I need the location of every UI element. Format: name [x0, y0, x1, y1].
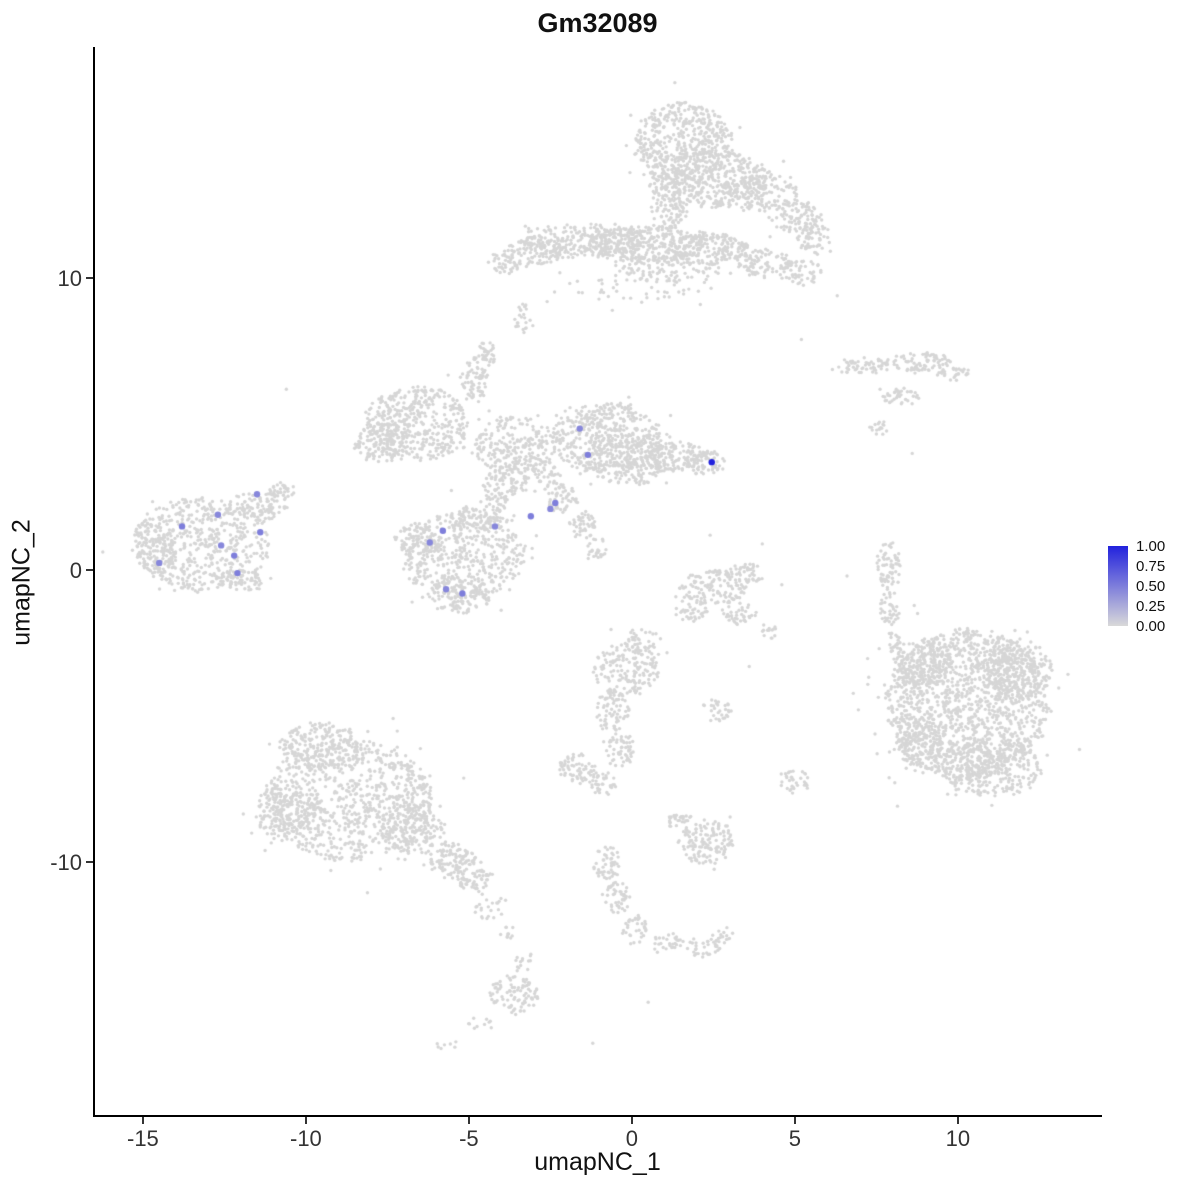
y-tick-mark: [86, 277, 93, 280]
legend-label: 1.00: [1136, 538, 1166, 555]
x-tick-mark: [304, 1117, 307, 1124]
y-tick-label: 0: [69, 558, 82, 584]
x-axis-line: [93, 1115, 1102, 1117]
x-tick-mark: [630, 1117, 633, 1124]
expression-legend: 1.00 0.75 0.50 0.25 0.00: [1100, 538, 1200, 648]
x-tick-label: 10: [945, 1126, 971, 1151]
y-tick-label: 10: [57, 266, 82, 292]
x-tick-label: -15: [127, 1126, 159, 1151]
x-tick-mark: [467, 1117, 470, 1124]
y-tick-label: -10: [50, 850, 82, 876]
legend-label: 0.50: [1136, 578, 1166, 595]
x-tick-label: 0: [625, 1126, 639, 1151]
legend-label: 0.25: [1136, 598, 1166, 615]
y-tick-mark: [86, 569, 93, 572]
x-tick-mark: [141, 1117, 144, 1124]
x-axis-title: umapNC_1: [534, 1148, 661, 1176]
x-tick-mark: [793, 1117, 796, 1124]
y-tick-mark: [86, 861, 93, 864]
x-tick-label: 5: [788, 1126, 801, 1151]
x-tick-label: -5: [459, 1126, 479, 1151]
y-axis-line: [93, 47, 95, 1117]
x-tick-label: -10: [290, 1126, 322, 1151]
legend-label: 0.00: [1136, 618, 1166, 635]
legend-label: 0.75: [1136, 558, 1166, 575]
plot-title: Gm32089: [537, 8, 658, 38]
legend-gradient-bar: [1108, 546, 1128, 626]
x-tick-mark: [956, 1117, 959, 1124]
